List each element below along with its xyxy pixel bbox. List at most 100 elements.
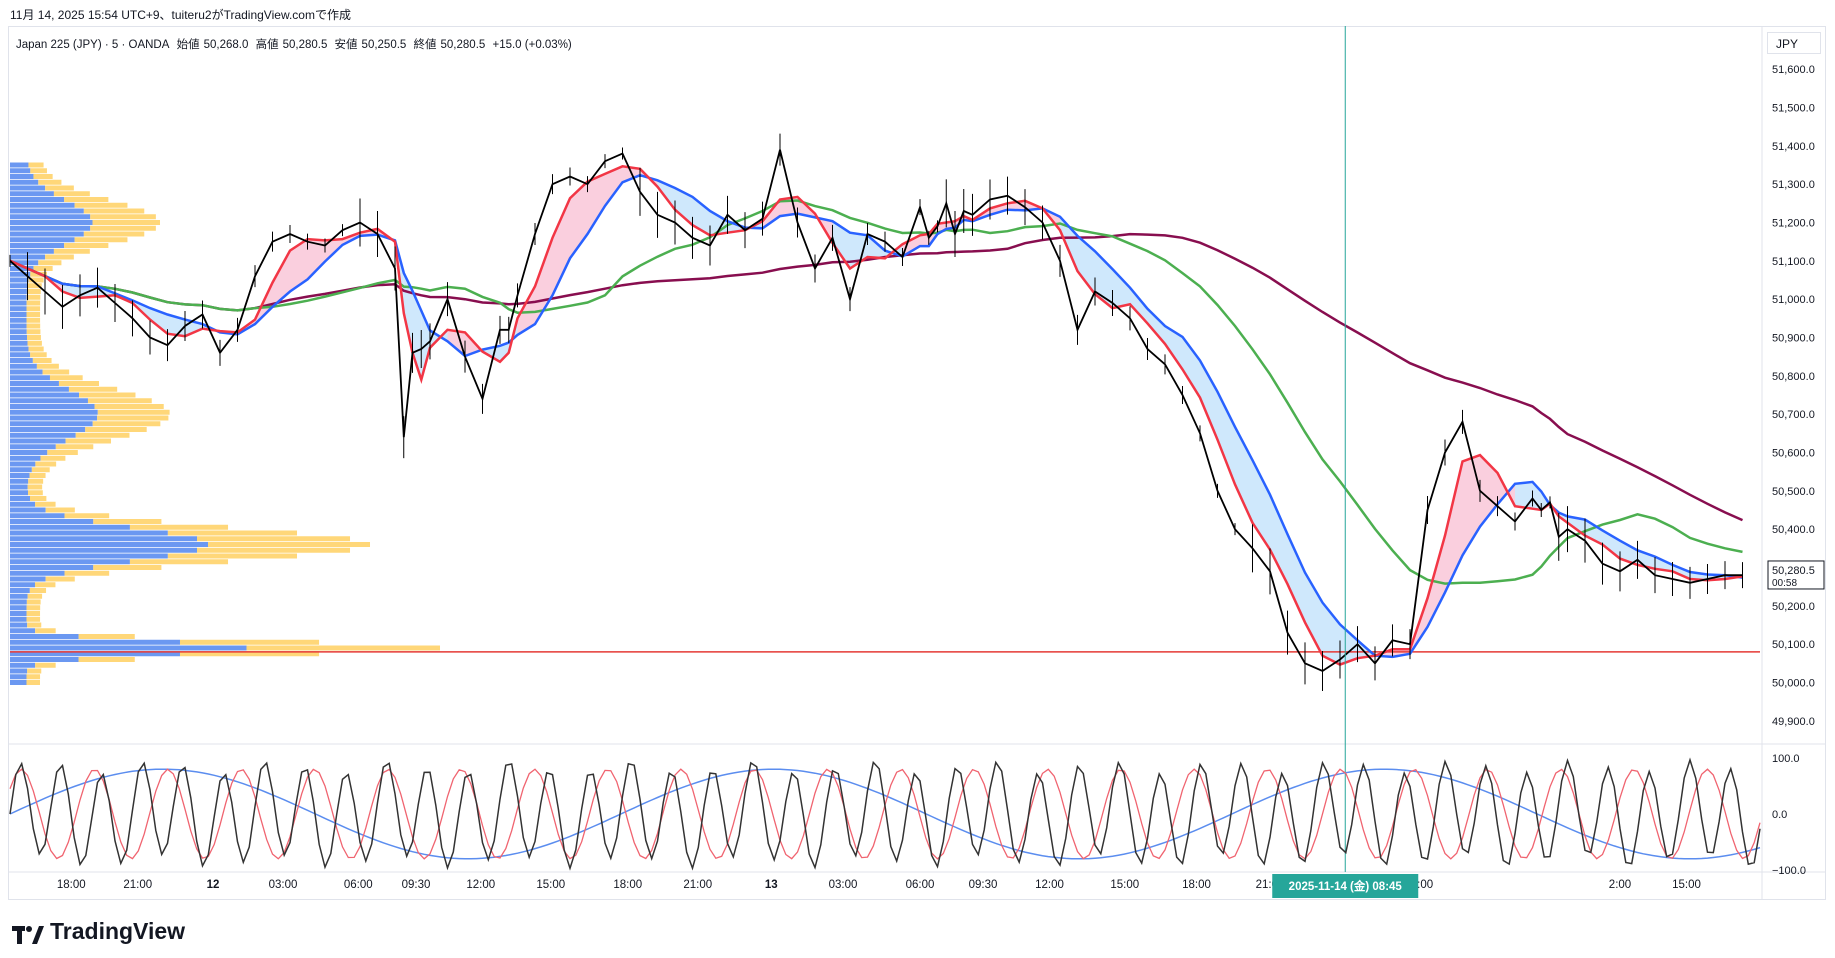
current-price-box [1767,560,1825,590]
countdown-label: 00:58 [1772,578,1797,589]
volume-profile-sell-bar [38,179,62,185]
ma-cloud-segment [62,283,80,298]
volume-profile-buy-bar [10,386,69,392]
brand-name: TradingView [50,918,186,944]
volume-profile-sell-bar [35,662,56,668]
volume-profile-buy-bar [10,524,130,530]
y-tick-label: 50,000.0 [1772,678,1815,690]
volume-profile-buy-bar [10,450,48,455]
ma-cloud-segment [1200,360,1218,440]
ma-cloud-segment [1655,556,1673,572]
volume-profile-buy-bar [10,634,79,639]
volume-profile-sell-bar [64,513,110,519]
y-tick-label: 50,200.0 [1772,601,1815,613]
ma-cloud-segment [1445,461,1463,593]
x-tick-label: 21:00 [123,879,152,891]
volume-profile-sell-bar [53,248,90,254]
current-price-label: 50,280.5 [1772,565,1815,577]
ma-cloud-segment [403,272,413,353]
volume-profile-buy-bar [10,657,79,662]
volume-profile-buy-bar [10,421,93,427]
volume-profile-sell-bar [32,358,52,363]
ma-cloud-segment [902,235,920,257]
x-tick-label: 2:00 [1609,879,1631,891]
y-tick-label: 51,100.0 [1772,256,1815,268]
volume-profile-buy-bar [10,645,247,651]
volume-profile-sell-bar [246,645,440,651]
volume-profile-sell-bar [49,375,83,381]
ma-cloud-segment [1305,572,1323,656]
ma-cloud-segment [1130,287,1148,324]
volume-profile-buy-bar [10,323,27,329]
volume-profile-sell-bar [30,352,47,358]
volume-profile-sell-bar [97,415,169,421]
volume-profile-sell-bar [26,300,41,306]
ma-cloud-segment [1287,534,1305,623]
volume-profile-sell-bar [90,225,156,231]
volume-profile-buy-bar [10,473,30,478]
volume-profile-sell-bar [26,680,41,685]
close-label: 終値 [413,39,437,51]
ma-cloud-segment [990,203,1008,215]
volume-profile-buy-bar [10,461,36,467]
ma-cloud-segment [1532,481,1542,510]
ma-cloud-segment [1462,455,1480,556]
ma-cloud-segment [517,286,535,335]
volume-profile-sell-bar [26,599,41,605]
volume-profile-buy-bar [10,496,31,501]
volume-profile-sell-bar [26,294,41,300]
ma-cloud-segment [500,342,509,362]
volume-profile-sell-bar [28,490,43,496]
volume-profile-buy-bar [10,484,28,490]
x-tick-label: 09:30 [969,879,998,891]
volume-profile-buy-bar [10,605,27,611]
volume-profile-buy-bar [10,179,39,185]
volume-profile-sell-bar [26,312,41,317]
ma-long-line [9,232,1744,522]
y-tick-label: 50,900.0 [1772,333,1815,345]
volume-profile-sell-bar [28,162,44,168]
volume-profile-buy-bar [10,398,88,404]
volume-profile-sell-bar [27,668,42,674]
ma-cloud-segment [1182,336,1200,398]
volume-profile-sell-bar [26,323,41,329]
ma-cloud-segment [1567,516,1585,536]
volume-profile-buy-bar [10,519,94,524]
ma-cloud-segment [447,329,465,357]
volume-profile-buy-bar [10,588,30,593]
volume-profile-sell-bar [75,432,130,438]
volume-profile-sell-bar [27,283,42,289]
volume-profile-sell-bar [30,496,47,501]
osc-tick-label: 100.0 [1772,753,1800,765]
volume-profile-buy-bar [10,651,180,657]
volume-profile-sell-bar [68,386,118,392]
volume-profile-buy-bar [10,576,46,582]
volume-profile-buy-bar [10,306,27,312]
volume-profile-buy-bar [10,335,28,340]
volume-profile-buy-bar [10,375,50,381]
crosshair-time-label: 2025-11-14 (金) 08:45 [1289,879,1403,893]
volume-profile-buy-bar [10,225,91,231]
volume-profile-sell-bar [179,651,320,657]
y-tick-label: 50,600.0 [1772,448,1815,460]
volume-profile-sell-bar [30,168,47,174]
tradingview-brand[interactable]: TradingView [12,918,185,945]
volume-profile-sell-bar [33,174,53,179]
volume-profile-sell-bar [27,335,41,340]
volume-profile-sell-bar [87,398,152,404]
volume-profile-buy-bar [10,329,27,335]
currency-selector[interactable]: JPY [1767,32,1821,54]
volume-profile-buy-bar [10,570,65,576]
volume-profile-buy-bar [10,478,29,484]
oscillator-k-line [9,757,1761,871]
volume-profile-sell-bar [167,553,298,559]
volume-profile-sell-bar [38,260,62,266]
x-tick-label: 18:00 [613,879,642,891]
x-tick-label: 03:00 [269,879,298,891]
volume-profile-buy-bar [10,197,65,202]
volume-profile-buy-bar [10,340,28,346]
ma-cloud-segment [1515,481,1533,509]
volume-profile-buy-bar [10,243,65,248]
volume-profile-buy-bar [10,611,27,616]
